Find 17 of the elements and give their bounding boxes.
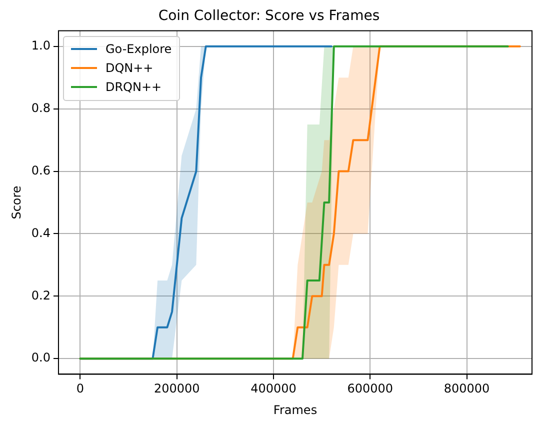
- x-tick-label: 400000: [250, 382, 296, 396]
- y-tick-label: 0.0: [31, 350, 50, 365]
- legend-label: DRQN++: [105, 78, 162, 96]
- x-tick-label: 200000: [154, 382, 200, 396]
- x-tick-label: 0: [76, 382, 84, 396]
- legend-label: DQN++: [105, 60, 154, 77]
- y-tick-label: 1.0: [31, 38, 50, 53]
- y-axis-title: Score: [9, 186, 24, 220]
- y-tick-label: 0.2: [31, 288, 50, 302]
- y-tick-label: 0.4: [31, 226, 50, 240]
- y-tick-label: 0.8: [31, 100, 50, 115]
- x-axis-title: Frames: [273, 402, 318, 417]
- x-tick-label: 800000: [444, 382, 490, 396]
- legend-label: Go-Explore: [105, 40, 172, 58]
- y-tick-label: 0.6: [31, 163, 50, 178]
- chart-title: Coin Collector: Score vs Frames: [158, 8, 380, 24]
- x-tick-label: 600000: [347, 382, 394, 396]
